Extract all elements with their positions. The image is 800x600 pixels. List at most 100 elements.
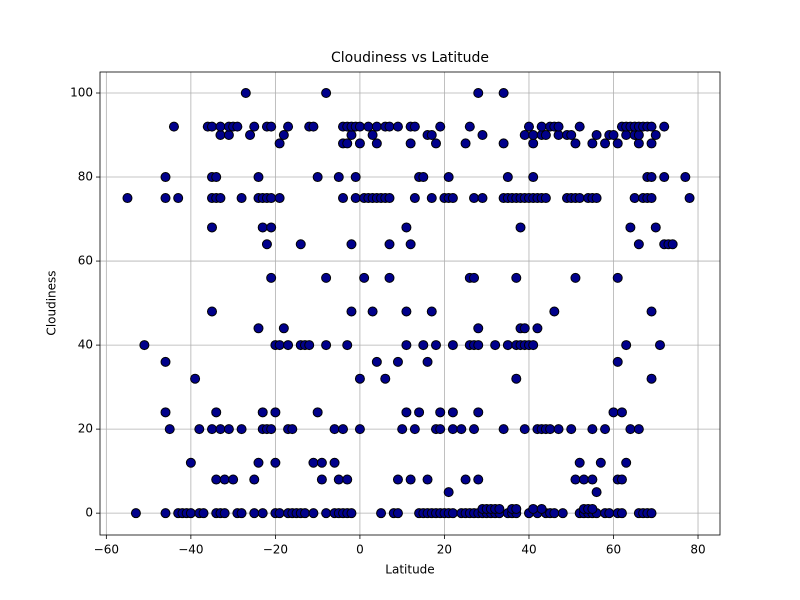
point	[215, 424, 226, 435]
point	[659, 121, 670, 132]
point	[236, 508, 247, 519]
point	[536, 121, 547, 132]
point	[498, 88, 509, 99]
point	[261, 239, 272, 250]
point	[219, 508, 230, 519]
point	[460, 138, 471, 149]
point	[519, 424, 530, 435]
point	[443, 172, 454, 183]
point	[266, 121, 277, 132]
point	[190, 373, 201, 384]
point	[283, 340, 294, 351]
plot-frame	[99, 71, 721, 536]
point	[477, 193, 488, 204]
point	[245, 130, 256, 141]
point	[553, 130, 564, 141]
point	[616, 407, 627, 418]
point	[473, 88, 484, 99]
point	[253, 323, 264, 334]
point	[633, 130, 644, 141]
point	[278, 130, 289, 141]
point	[646, 121, 657, 132]
point	[502, 340, 513, 351]
point	[612, 138, 623, 149]
point	[185, 457, 196, 468]
point	[405, 138, 416, 149]
point	[249, 121, 260, 132]
point	[633, 424, 644, 435]
point	[367, 306, 378, 317]
point	[278, 323, 289, 334]
x-tick-label: 80	[690, 543, 705, 557]
point	[515, 222, 526, 233]
point	[654, 340, 665, 351]
point	[625, 222, 636, 233]
point	[173, 193, 184, 204]
point	[346, 508, 357, 519]
point	[570, 138, 581, 149]
point	[600, 138, 611, 149]
point	[215, 193, 226, 204]
point	[646, 306, 657, 317]
point	[532, 323, 543, 334]
x-tick-label: −20	[263, 543, 288, 557]
point	[447, 407, 458, 418]
point	[430, 138, 441, 149]
point	[329, 424, 340, 435]
point	[253, 172, 264, 183]
point	[329, 457, 340, 468]
point	[473, 407, 484, 418]
point	[469, 272, 480, 283]
point	[371, 121, 382, 132]
point	[519, 130, 530, 141]
point	[405, 239, 416, 250]
point	[570, 474, 581, 485]
chart-title: Cloudiness vs Latitude	[331, 50, 489, 66]
point	[363, 121, 374, 132]
point	[600, 424, 611, 435]
point	[249, 508, 260, 519]
point	[223, 130, 234, 141]
point	[405, 474, 416, 485]
point	[384, 121, 395, 132]
point	[384, 239, 395, 250]
point	[502, 172, 513, 183]
point	[469, 193, 480, 204]
point	[511, 272, 522, 283]
point	[540, 130, 551, 141]
point	[646, 193, 657, 204]
point	[160, 356, 171, 367]
point	[574, 457, 585, 468]
point	[206, 222, 217, 233]
point	[299, 508, 310, 519]
point	[160, 172, 171, 183]
point	[587, 138, 598, 149]
point	[608, 130, 619, 141]
point	[409, 121, 420, 132]
point	[401, 340, 412, 351]
x-tick-label: −40	[178, 543, 203, 557]
point	[211, 172, 222, 183]
point	[333, 172, 344, 183]
point	[401, 407, 412, 418]
point	[228, 474, 239, 485]
point	[528, 340, 539, 351]
point	[211, 407, 222, 418]
y-tick-label: 100	[70, 86, 93, 100]
point	[266, 424, 277, 435]
point	[490, 340, 501, 351]
point	[384, 193, 395, 204]
point	[354, 138, 365, 149]
point	[236, 193, 247, 204]
point	[266, 193, 277, 204]
point	[621, 457, 632, 468]
x-tick-label: 0	[356, 543, 364, 557]
point	[380, 373, 391, 384]
point	[160, 407, 171, 418]
point	[354, 121, 365, 132]
y-tick-label: 0	[85, 506, 93, 520]
point	[587, 503, 598, 514]
point	[621, 130, 632, 141]
point	[312, 172, 323, 183]
point	[435, 121, 446, 132]
